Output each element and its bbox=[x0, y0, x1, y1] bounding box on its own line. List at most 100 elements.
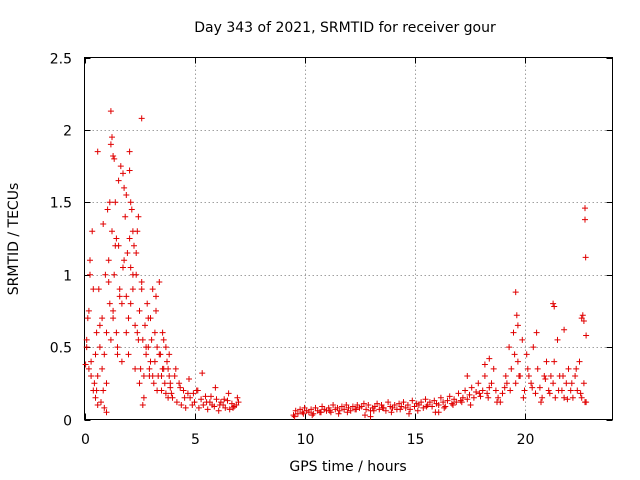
data-point bbox=[100, 387, 107, 394]
data-point bbox=[110, 152, 117, 159]
data-point bbox=[308, 406, 315, 413]
data-point bbox=[159, 365, 166, 372]
data-point bbox=[92, 394, 99, 401]
y-tick-label: 2.5 bbox=[50, 52, 72, 68]
data-point bbox=[110, 307, 117, 314]
data-point bbox=[83, 336, 90, 343]
data-point bbox=[426, 399, 433, 406]
data-point bbox=[567, 387, 574, 394]
data-point bbox=[180, 387, 187, 394]
data-point bbox=[536, 384, 543, 391]
data-point bbox=[299, 409, 306, 416]
data-point bbox=[429, 403, 436, 410]
data-point bbox=[561, 394, 568, 401]
data-point bbox=[546, 390, 553, 397]
data-point bbox=[136, 307, 143, 314]
data-point bbox=[199, 370, 206, 377]
data-point bbox=[533, 329, 540, 336]
axis-ticks: 0 5 10 15 20 0 0.5 1 1.5 2 2.5 bbox=[50, 52, 613, 448]
data-point bbox=[136, 380, 143, 387]
data-point bbox=[137, 365, 144, 372]
data-point bbox=[520, 394, 527, 401]
data-point bbox=[123, 293, 130, 300]
data-point bbox=[577, 390, 584, 397]
data-point bbox=[406, 410, 412, 417]
data-point bbox=[83, 344, 90, 351]
data-point bbox=[503, 380, 510, 387]
data-point bbox=[551, 358, 558, 365]
data-point bbox=[117, 163, 124, 170]
data-point bbox=[101, 404, 108, 411]
data-point bbox=[123, 192, 130, 199]
data-point bbox=[127, 300, 134, 307]
data-point bbox=[300, 410, 307, 417]
data-point bbox=[494, 399, 500, 406]
data-point bbox=[506, 344, 513, 351]
data-point bbox=[121, 184, 128, 191]
data-point bbox=[176, 380, 183, 387]
data-point bbox=[448, 400, 455, 407]
data-point bbox=[335, 410, 342, 417]
data-point bbox=[446, 393, 453, 400]
data-point bbox=[123, 329, 130, 336]
data-point bbox=[94, 373, 101, 380]
data-point bbox=[135, 213, 142, 220]
data-point bbox=[109, 134, 115, 141]
data-point bbox=[154, 387, 161, 394]
data-point bbox=[146, 365, 153, 372]
data-point bbox=[140, 394, 147, 401]
data-point bbox=[407, 406, 414, 413]
data-point bbox=[148, 336, 155, 343]
data-point bbox=[235, 399, 242, 406]
data-point bbox=[87, 257, 93, 264]
data-point bbox=[464, 373, 471, 380]
data-point bbox=[101, 351, 108, 358]
data-point bbox=[455, 390, 462, 397]
data-point bbox=[111, 271, 118, 278]
data-point bbox=[102, 271, 109, 278]
x-tick-label: 10 bbox=[297, 432, 315, 448]
data-point bbox=[82, 361, 89, 368]
data-point bbox=[138, 115, 145, 122]
data-point bbox=[565, 365, 572, 372]
data-point bbox=[360, 400, 367, 407]
data-point bbox=[551, 303, 558, 310]
data-point bbox=[146, 373, 153, 380]
data-point bbox=[514, 358, 521, 365]
data-point bbox=[499, 390, 506, 397]
data-point bbox=[131, 242, 137, 249]
data-point bbox=[104, 206, 111, 213]
data-point bbox=[139, 336, 146, 343]
data-point bbox=[204, 406, 211, 413]
data-point bbox=[127, 264, 134, 271]
data-point bbox=[388, 409, 395, 416]
data-point bbox=[507, 387, 514, 394]
data-point bbox=[481, 361, 488, 368]
data-point bbox=[435, 402, 442, 409]
data-point bbox=[481, 373, 488, 380]
data-point bbox=[166, 351, 173, 358]
data-point bbox=[138, 278, 145, 285]
data-point bbox=[85, 365, 92, 372]
data-point bbox=[502, 373, 509, 380]
data-point bbox=[165, 365, 172, 372]
data-point bbox=[513, 312, 520, 319]
data-point bbox=[132, 365, 139, 372]
data-point bbox=[109, 228, 115, 235]
data-point bbox=[444, 397, 451, 404]
data-point bbox=[467, 402, 474, 409]
data-point bbox=[200, 402, 207, 409]
data-point bbox=[511, 351, 518, 358]
data-point bbox=[418, 399, 425, 406]
data-point bbox=[162, 390, 169, 397]
data-point bbox=[550, 380, 557, 387]
data-point bbox=[94, 402, 101, 409]
data-point bbox=[523, 351, 530, 358]
plot-frame bbox=[84, 57, 613, 420]
data-point bbox=[543, 358, 550, 365]
data-point bbox=[512, 289, 519, 296]
data-point bbox=[382, 407, 389, 414]
data-point bbox=[525, 373, 532, 380]
data-point bbox=[423, 403, 430, 410]
